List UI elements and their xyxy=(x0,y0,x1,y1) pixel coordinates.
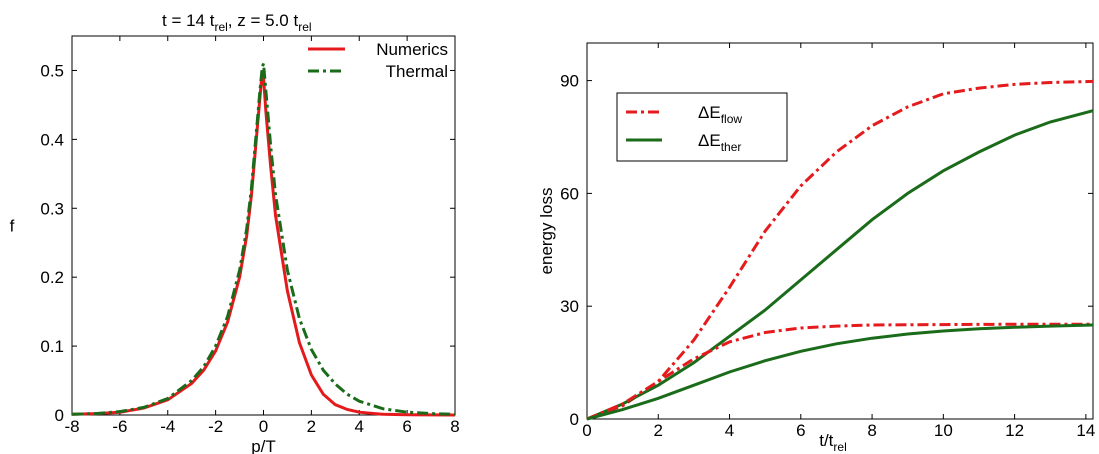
legend-label: Numerics xyxy=(376,40,448,59)
y-tick-label: 0.2 xyxy=(40,268,64,287)
y-tick-label: 30 xyxy=(560,297,579,316)
x-axis-label: t/trel xyxy=(819,431,847,454)
panel-a: -8 -6 -4 -2 0 2 4 6 8 0 0.1 0.2 0.3 0.4 0.5 p/T f t = 14 … xyxy=(10,11,460,454)
x-tick-label: 0 xyxy=(259,417,268,436)
x-tick-label: 2 xyxy=(654,421,663,440)
y-tick-label: 90 xyxy=(560,72,579,91)
x-tick-label: 2 xyxy=(307,417,316,436)
series-line-3 xyxy=(586,322,1093,421)
x-axis-label: p/T xyxy=(251,437,276,454)
x-tick-label: -2 xyxy=(208,417,223,436)
series-line-thermal xyxy=(71,63,456,416)
series-line-1 xyxy=(586,79,1094,421)
y-tick-label: 0.5 xyxy=(40,61,64,80)
legend-label: ΔEther xyxy=(698,131,741,154)
x-tick-label: 4 xyxy=(355,417,364,436)
legend-label: Thermal xyxy=(386,62,448,81)
panel-b-frame xyxy=(586,42,1094,420)
series-line-numerics xyxy=(71,70,456,417)
x-tick-label: 6 xyxy=(796,421,805,440)
series-line-4 xyxy=(586,323,1094,421)
x-tick-label: 12 xyxy=(1005,421,1024,440)
x-tick-label: 6 xyxy=(402,417,411,436)
chart-title: t = 14 trel, z = 5.0 trel xyxy=(162,11,312,34)
x-tick-label: 0 xyxy=(582,421,591,440)
x-tick-label: -4 xyxy=(160,417,175,436)
x-tick-label: 4 xyxy=(725,421,734,440)
y-tick-label: 60 xyxy=(560,184,579,203)
x-tick-label: 8 xyxy=(867,421,876,440)
y-axis-label: energy loss xyxy=(537,188,556,275)
y-tick-label: 0 xyxy=(570,410,579,429)
legend-box xyxy=(616,92,788,162)
y-axis-label: f xyxy=(10,217,15,236)
y-tick-label: 0.3 xyxy=(40,199,64,218)
y-tick-label: 0.1 xyxy=(40,337,64,356)
series-line-2 xyxy=(586,109,1094,421)
panel-b: 0 2 4 6 8 10 12 14 0 30 60 90 t/trel energy loss ΔEflo… xyxy=(537,42,1095,454)
x-tick-label: -8 xyxy=(64,417,79,436)
x-tick-label: 14 xyxy=(1076,421,1095,440)
x-tick-label: 8 xyxy=(450,417,459,436)
legend-label: ΔEflow xyxy=(698,103,742,126)
x-tick-label: 10 xyxy=(934,421,953,440)
x-tick-label: -6 xyxy=(112,417,127,436)
y-tick-label: 0 xyxy=(55,406,64,425)
y-tick-label: 0.4 xyxy=(40,130,64,149)
